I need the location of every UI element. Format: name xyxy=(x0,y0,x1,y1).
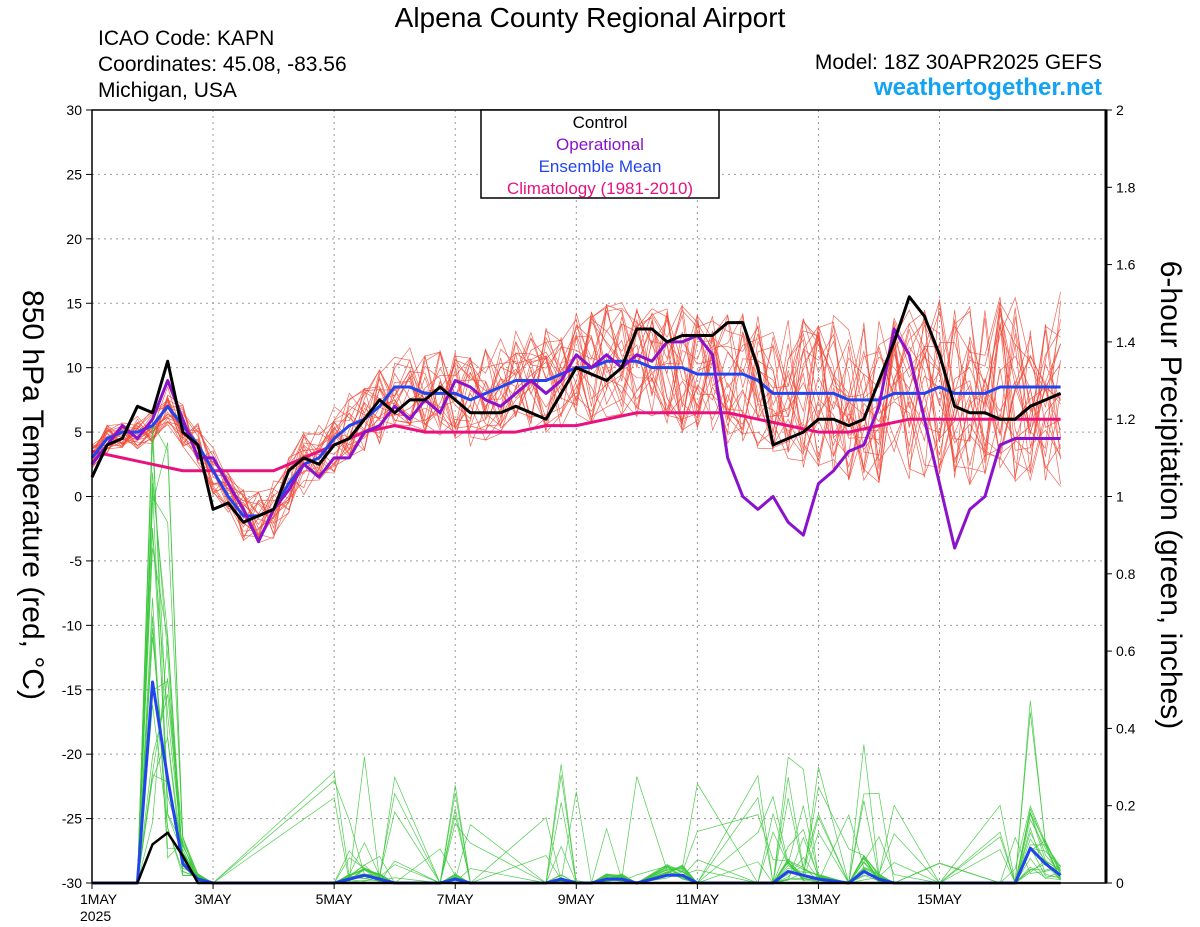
x-tick-label: 13MAY xyxy=(796,891,842,907)
y-tick-label-left: 30 xyxy=(66,102,82,118)
y-tick-label-right: 1.8 xyxy=(1116,179,1136,195)
coordinates: Coordinates: 45.08, -83.56 xyxy=(98,53,347,76)
y-tick-label-left: -20 xyxy=(62,746,82,762)
control-precipitation-line xyxy=(92,831,1061,885)
y-tick-label-left: 15 xyxy=(66,295,82,311)
y-tick-label-right: 0.8 xyxy=(1116,566,1136,582)
y-tick-label-left: -25 xyxy=(62,811,82,827)
brand-link[interactable]: weathertogether.net xyxy=(873,74,1102,101)
y-tick-label-right: 0 xyxy=(1116,875,1124,891)
legend-item: Operational xyxy=(556,135,644,154)
y-tick-label-right: 0.4 xyxy=(1116,720,1136,736)
y-tick-label-right: 0.6 xyxy=(1116,643,1136,659)
plot-frame xyxy=(91,109,1107,884)
location: Michigan, USA xyxy=(98,79,237,102)
climatology-line xyxy=(91,411,1061,473)
control-temperature-line xyxy=(90,295,1062,524)
temperature-member-line xyxy=(91,303,1061,535)
y-tick-label-left: -5 xyxy=(70,553,83,569)
y-tick-label-left: 20 xyxy=(66,231,82,247)
legend-item: Climatology (1981-2010) xyxy=(507,179,693,198)
y-tick-label-left: -30 xyxy=(62,875,82,891)
icao-code: ICAO Code: KAPN xyxy=(98,27,275,50)
legend: Control Operational Ensemble Mean Climatolo… xyxy=(480,109,720,199)
legend-box xyxy=(480,109,720,199)
x-tick-label: 7MAY xyxy=(437,891,475,907)
y-tick-label-left: 0 xyxy=(74,489,82,505)
precipitation-member-line xyxy=(92,677,1061,884)
precipitation-member-line xyxy=(92,627,1061,884)
y-tick-label-right: 2 xyxy=(1116,102,1124,118)
temperature-member-line xyxy=(91,309,1061,539)
axes: 302520151050-5-10-15-20-25-3021.81.61.41… xyxy=(62,102,1136,924)
y-tick-label-left: 5 xyxy=(74,424,82,440)
precipitation-member-line xyxy=(92,547,1061,884)
page-title: Alpena County Regional Airport xyxy=(394,2,786,33)
precipitation-member-line xyxy=(92,472,1061,884)
y-tick-label-right: 0.2 xyxy=(1116,798,1136,814)
model-run: Model: 18Z 30APR2025 GEFS xyxy=(814,51,1102,74)
y-tick-label-left: -15 xyxy=(62,682,82,698)
x-tick-label: 15MAY xyxy=(917,891,963,907)
precipitation-member-line xyxy=(92,488,1061,884)
y-tick-label-right: 1.2 xyxy=(1116,411,1136,427)
x-tick-label: 5MAY xyxy=(316,891,354,907)
legend-item: Ensemble Mean xyxy=(539,157,662,176)
y-tick-label-left: 25 xyxy=(66,166,82,182)
y-tick-label-left: -10 xyxy=(62,617,82,633)
x-tick-label: 1MAY xyxy=(80,891,118,907)
legend-item: Control xyxy=(573,113,628,132)
grid-lines xyxy=(92,110,1106,883)
x-tick-label: 9MAY xyxy=(558,891,596,907)
y-tick-label-right: 1.6 xyxy=(1116,257,1136,273)
x-year-label: 2025 xyxy=(80,908,111,924)
operational-temperature-line xyxy=(90,327,1061,550)
x-tick-label: 3MAY xyxy=(195,891,233,907)
x-tick-label: 11MAY xyxy=(675,891,719,907)
y-tick-label-right: 1 xyxy=(1116,489,1124,505)
y-tick-label-left: 10 xyxy=(66,360,82,376)
y-tick-label-right: 1.4 xyxy=(1116,334,1136,350)
station-info: ICAO Code: KAPN Coordinates: 45.08, -83.… xyxy=(98,26,347,104)
